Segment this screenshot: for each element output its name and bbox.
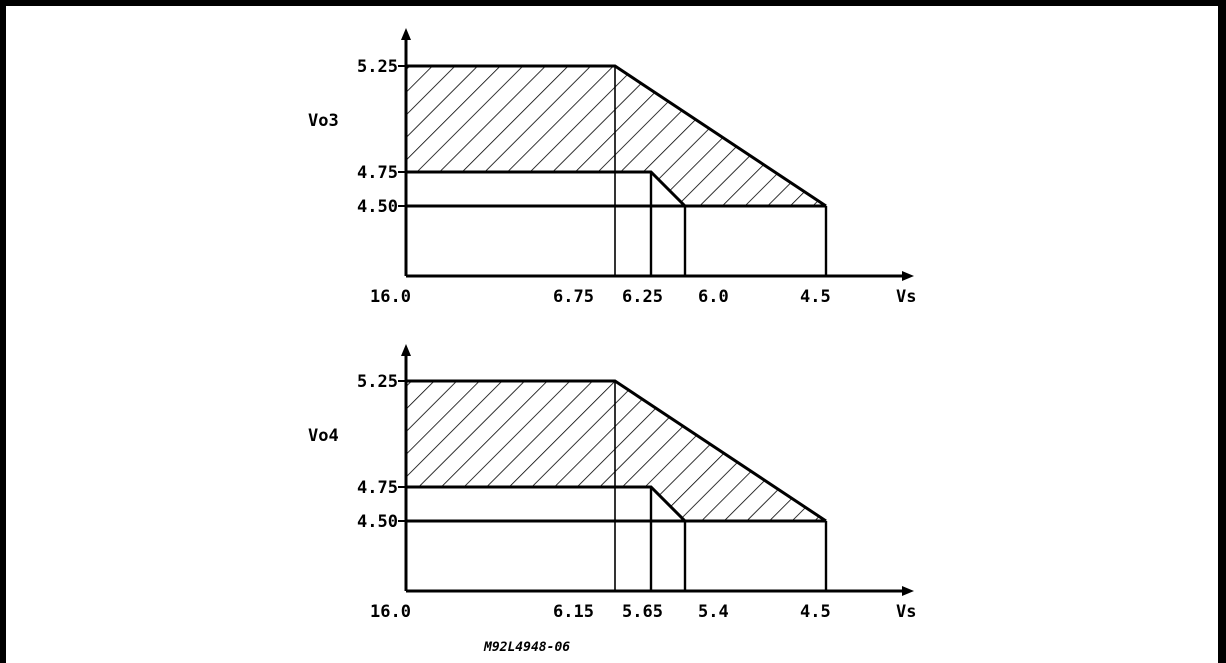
bottom-lower-limit-line — [406, 485, 826, 523]
bottom-x-axis-label: Vs — [896, 602, 916, 622]
top-x-tick-label: 6.75 — [553, 287, 594, 307]
bottom-y-tick-label: 4.50 — [357, 512, 398, 532]
bottom-x-tick-label: 16.0 — [370, 602, 411, 622]
top-x-arrow — [902, 271, 914, 281]
top-y-tick-label: 4.50 — [357, 197, 398, 217]
top-x-tick-label: 6.0 — [698, 287, 729, 307]
bottom-y-tick-label: 5.25 — [357, 372, 398, 392]
bottom-x-tick-label: 5.65 — [622, 602, 663, 622]
bottom-y-tick-label: 4.75 — [357, 478, 398, 498]
top-x-tick-label: 6.25 — [622, 287, 663, 307]
top-tolerance-region — [406, 66, 826, 206]
top-x-tick-label: 4.5 — [800, 287, 831, 307]
bottom-y-arrow — [401, 344, 411, 356]
top-x-axis-label: Vs — [896, 287, 916, 307]
top-y-tick-label: 5.25 — [357, 57, 398, 77]
panel-top: 5.25 4.75 4.50 Vo3 16.0 6.75 6.25 6.0 4.… — [308, 28, 916, 307]
diagram-code: M92L4948-06 — [483, 640, 570, 655]
top-y-tick-label: 4.75 — [357, 163, 398, 183]
bottom-tolerance-region — [406, 381, 826, 521]
bottom-x-tick-label: 5.4 — [698, 602, 729, 622]
bottom-y-axis-label: Vo4 — [308, 426, 339, 446]
top-y-axis-label: Vo3 — [308, 111, 339, 131]
top-lower-limit-line — [406, 170, 826, 208]
bottom-x-tick-label: 4.5 — [800, 602, 831, 622]
bottom-x-arrow — [902, 586, 914, 596]
panel-bottom: 5.25 4.75 4.50 Vo4 16.0 6.15 5.65 5.4 4.… — [308, 344, 916, 622]
top-x-tick-label: 16.0 — [370, 287, 411, 307]
bottom-x-tick-label: 6.15 — [553, 602, 594, 622]
top-y-arrow — [401, 28, 411, 40]
